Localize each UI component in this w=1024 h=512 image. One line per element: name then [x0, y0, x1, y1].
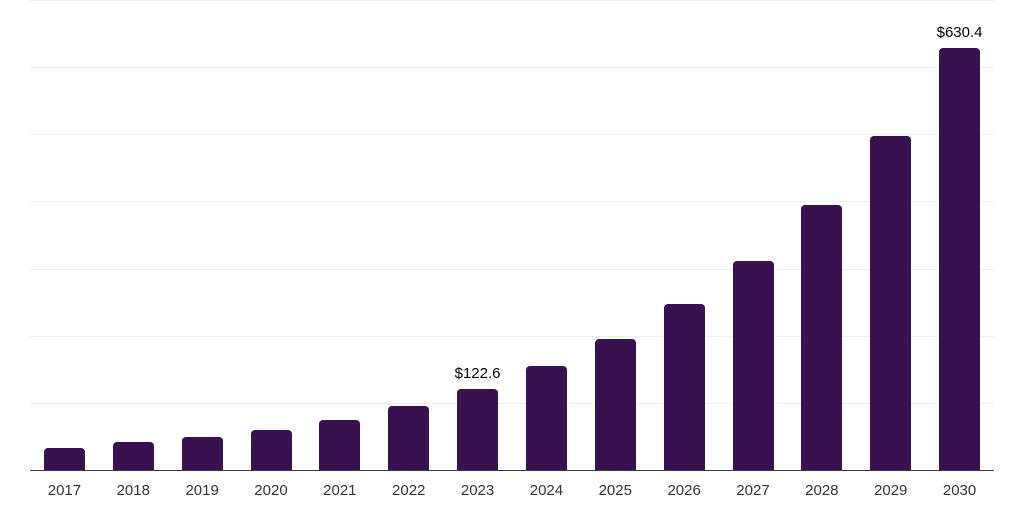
gridline	[30, 268, 994, 270]
data-label-2030: $630.4	[936, 23, 983, 41]
x-axis-label-2023: 2023	[460, 482, 495, 499]
gridline	[30, 67, 994, 69]
bar-2030	[939, 47, 981, 471]
bar-2029	[870, 136, 912, 471]
bar-2022	[388, 406, 430, 471]
bar-2018	[112, 442, 154, 471]
gridline	[30, 335, 994, 337]
x-axis-label-2021: 2021	[323, 482, 357, 499]
bar-2027	[732, 261, 774, 471]
x-axis-label-2020: 2020	[254, 482, 288, 499]
bar-2026	[663, 304, 705, 471]
x-axis-label-2030: 2030	[942, 482, 977, 499]
gridline	[30, 201, 994, 203]
bar-2020	[250, 430, 292, 471]
x-axis-label-2017: 2017	[47, 482, 82, 499]
bar-2023	[457, 388, 499, 471]
x-axis-label-2027: 2027	[736, 482, 770, 499]
x-axis-label-2026: 2026	[667, 482, 701, 499]
x-axis-label-2018: 2018	[116, 482, 150, 499]
x-axis-label-2028: 2028	[805, 482, 839, 499]
x-axis-label-2025: 2025	[598, 482, 632, 499]
x-axis-label-2029: 2029	[874, 482, 908, 499]
x-axis-label-2019: 2019	[185, 482, 219, 499]
gridline	[30, 402, 994, 404]
bar-2024	[525, 366, 567, 471]
x-axis-line	[30, 469, 994, 471]
bar-2021	[319, 419, 361, 471]
gridline	[30, 134, 994, 136]
bar-2019	[181, 437, 223, 471]
x-axis-label-2024: 2024	[529, 482, 564, 499]
data-label-2023: $122.6	[454, 364, 501, 382]
bar-2025	[594, 339, 636, 471]
plot-area: $122.6 $630.4	[30, 0, 994, 471]
gridline	[30, 0, 994, 1]
bar-2017	[43, 448, 85, 471]
x-axis-label-2022: 2022	[392, 482, 426, 499]
x-axis-labels: 2017 2018 2019 2020 2021 2022 2023 2024 2025 2026…	[30, 481, 994, 505]
bar-2028	[801, 205, 843, 471]
